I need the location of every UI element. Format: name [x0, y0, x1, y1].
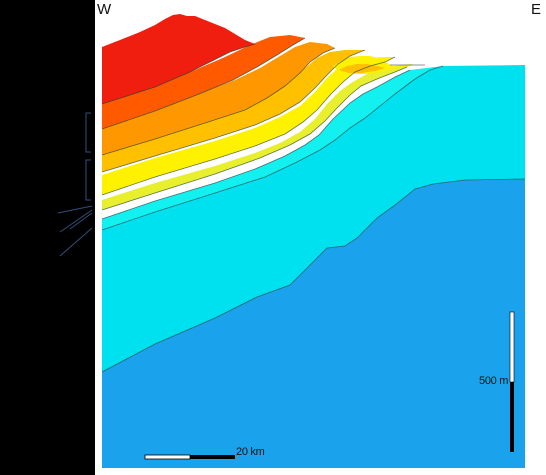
- aqua-unit: [102, 66, 443, 230]
- cross-section-diagram: [101, 14, 526, 468]
- hscale-segment-white: [144, 454, 191, 460]
- horizontal-scale-label: 20 km: [236, 446, 265, 458]
- boundary-line-2: [101, 65, 444, 231]
- cross-section-panel: W E 20 km 500 m: [95, 0, 546, 475]
- orange-unit: [102, 42, 335, 155]
- compass-west-label: W: [97, 1, 112, 18]
- ray-mark-3: [69, 212, 93, 230]
- vertical-scale-label: 500 m: [479, 375, 509, 387]
- yellow-unit: [102, 57, 395, 195]
- boundary-line-4: [101, 66, 408, 211]
- boundary-line-9: [101, 43, 256, 105]
- vscale-segment-white: [509, 311, 515, 383]
- compass-east-label: E: [531, 1, 542, 18]
- left-margin-marks: [57, 112, 93, 257]
- red-orange-unit: [102, 35, 305, 129]
- boundary-line-5: [101, 56, 396, 196]
- vertical-scale-bar: [509, 311, 515, 452]
- hscale-segment-black: [190, 455, 235, 459]
- basement-unit: [102, 179, 525, 468]
- amber-dome-east: [339, 64, 385, 73]
- lower-cyan-unit: [102, 65, 525, 372]
- boundary-line-8: [101, 37, 306, 130]
- vscale-segment-black: [510, 382, 514, 452]
- ray-mark-1: [57, 205, 93, 214]
- yellow-green-unit: [102, 64, 413, 210]
- horizontal-scale-bar: [144, 454, 235, 460]
- boundary-line-6: [101, 49, 366, 173]
- ray-mark-2: [59, 209, 93, 233]
- bracket-mark-lower: [85, 159, 91, 201]
- ray-mark-4: [59, 227, 93, 257]
- bracket-mark-upper: [85, 112, 91, 153]
- boundary-line-1: [101, 178, 526, 373]
- boundary-line-3: [101, 69, 411, 220]
- boundary-line-7: [101, 47, 336, 156]
- red-unit: [102, 14, 255, 104]
